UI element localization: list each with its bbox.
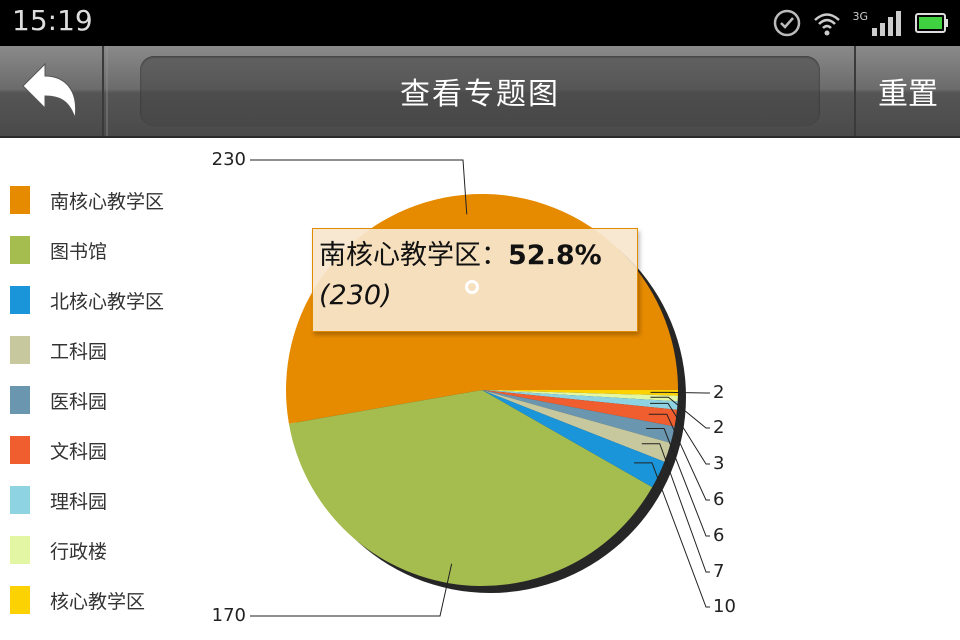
data-label: 3	[713, 453, 724, 474]
legend-label: 核心教学区	[50, 590, 146, 613]
legend-swatch	[10, 236, 30, 264]
legend-item[interactable]: 北核心教学区	[10, 285, 164, 315]
data-label-connector	[641, 443, 710, 573]
pie-slice[interactable]	[482, 390, 671, 462]
legend-label: 文科园	[50, 440, 108, 463]
data-label-connector	[250, 563, 453, 617]
wifi-icon	[814, 13, 841, 36]
legend-item[interactable]: 图书馆	[10, 235, 107, 265]
legend-item[interactable]: 核心教学区	[10, 585, 145, 615]
legend-item[interactable]: 医科园	[10, 385, 107, 415]
legend-item[interactable]: 行政楼	[10, 535, 107, 565]
data-label-connector	[646, 428, 710, 537]
data-label: 6	[713, 489, 724, 510]
data-label: 7	[713, 561, 724, 582]
legend-label: 医科园	[50, 390, 108, 413]
data-label: 2	[713, 382, 724, 403]
data-label-connector	[650, 391, 710, 394]
pie-slice[interactable]	[482, 390, 678, 396]
legend-item[interactable]: 南核心教学区	[10, 185, 164, 215]
legend-label: 行政楼	[50, 540, 108, 563]
legend-item[interactable]: 工科园	[10, 335, 107, 365]
legend-label: 工科园	[50, 340, 108, 363]
legend-swatch	[10, 436, 30, 464]
signal-icon	[872, 11, 901, 36]
legend-swatch	[10, 286, 30, 314]
chart-tooltip: 南核心教学区：52.8% (230)	[312, 228, 638, 332]
legend-swatch	[10, 336, 30, 364]
status-time: 15:19	[12, 4, 93, 37]
legend-swatch	[10, 486, 30, 514]
data-label-connector	[250, 159, 468, 215]
legend-label: 图书馆	[50, 240, 108, 263]
data-label: 2	[713, 417, 724, 438]
back-arrow-icon	[22, 62, 77, 119]
legend-swatch	[10, 386, 30, 414]
pie-slice[interactable]	[288, 390, 653, 586]
battery-icon	[915, 13, 948, 33]
data-label-connector	[650, 402, 710, 465]
tooltip-value: (230)	[319, 280, 392, 311]
pie-slice[interactable]	[482, 390, 675, 443]
sync-check-icon	[774, 9, 801, 37]
data-label: 6	[713, 525, 724, 546]
data-label-connector	[634, 462, 710, 608]
legend-label: 北核心教学区	[50, 290, 165, 313]
pie-chart[interactable]: 230 170 2 2 3 6 6 7 10	[0, 140, 960, 640]
data-label: 10	[713, 596, 736, 617]
data-label: 230	[212, 149, 246, 170]
reset-button-label: 重置	[878, 77, 938, 112]
back-button[interactable]	[0, 46, 104, 136]
legend-label: 南核心教学区	[50, 190, 165, 213]
pie-slice[interactable]	[482, 390, 678, 410]
status-bar: 15:19 3G	[0, 0, 960, 46]
legend-item[interactable]: 理科园	[10, 485, 107, 515]
pie-slice[interactable]	[482, 390, 665, 488]
tooltip-percent: 52.8%	[508, 240, 602, 271]
reset-button[interactable]: 重置	[854, 46, 960, 136]
status-icons: 3G	[772, 6, 950, 40]
legend-label: 理科园	[50, 490, 108, 513]
tooltip-title: 南核心教学区：52.8%	[319, 240, 602, 271]
title-bar: 查看专题图 重置	[0, 46, 960, 138]
pie-slice[interactable]	[482, 390, 678, 402]
legend-swatch	[10, 586, 30, 614]
page-title: 查看专题图	[400, 77, 560, 112]
legend-item[interactable]: 文科园	[10, 435, 107, 465]
tooltip-label: 南核心教学区	[319, 240, 481, 271]
chart-area: 南核心教学区 图书馆 北核心教学区 工科园 医科园 文科园 理科园 行政楼 核心教学区 230 1…	[0, 140, 960, 640]
toolbar-divider	[106, 46, 108, 136]
pie-slice[interactable]	[482, 390, 678, 427]
data-label-connector	[648, 413, 710, 501]
legend-swatch	[10, 536, 30, 564]
title-container: 查看专题图	[140, 56, 820, 126]
network-type-label: 3G	[852, 9, 868, 23]
data-label: 170	[212, 605, 246, 626]
data-label-connector	[650, 396, 710, 429]
legend-swatch	[10, 186, 30, 214]
tooltip-marker	[465, 280, 479, 294]
